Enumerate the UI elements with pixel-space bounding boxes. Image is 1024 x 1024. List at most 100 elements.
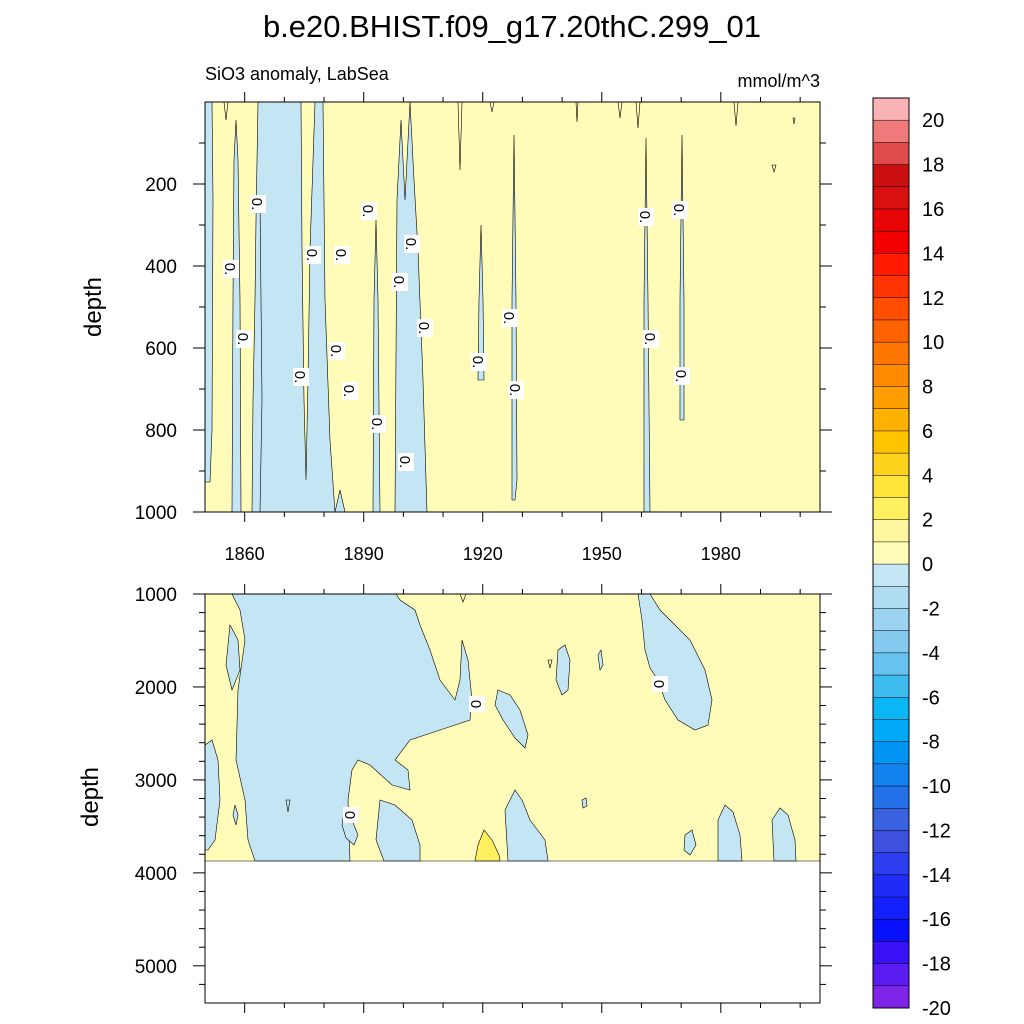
colorbar-swatch xyxy=(873,697,909,720)
svg-text:0.: 0. xyxy=(359,205,376,218)
colorbar-label: -18 xyxy=(922,954,951,976)
svg-text:0.: 0. xyxy=(402,238,419,251)
y-tick-label: 3000 xyxy=(135,771,177,792)
colorbar-swatch xyxy=(873,231,909,254)
colorbar-swatch xyxy=(873,941,909,965)
units-label: mmol/m^3 xyxy=(738,71,820,91)
colorbar-swatch xyxy=(873,430,909,454)
zero-contour xyxy=(223,102,229,121)
svg-text:0.: 0. xyxy=(415,322,432,335)
colorbar-swatch xyxy=(873,963,909,987)
colorbar-swatch xyxy=(873,386,909,410)
colorbar-swatch xyxy=(873,186,909,210)
negative-region xyxy=(494,689,529,749)
colorbar-frame xyxy=(872,97,910,1009)
negative-region xyxy=(372,219,381,512)
colorbar-swatch xyxy=(873,253,909,276)
colorbar-label: 2 xyxy=(922,510,933,532)
negative-region xyxy=(683,829,697,856)
colorbar-swatch xyxy=(873,741,909,765)
zero-contour xyxy=(575,102,579,123)
axis-ticks-lower: 1000 2000 3000 4000 5000 xyxy=(135,584,832,1013)
colorbar-label: -2 xyxy=(922,598,940,620)
x-tick-label: 1890 xyxy=(344,544,384,564)
contour-label: 0. xyxy=(234,330,252,348)
zero-contour xyxy=(771,164,777,174)
colorbar-label: -12 xyxy=(922,820,951,842)
svg-text:0: 0 xyxy=(650,680,667,688)
negative-anomaly-regions xyxy=(205,102,685,512)
svg-text:0.: 0. xyxy=(469,356,486,369)
svg-text:0.: 0. xyxy=(340,385,357,398)
svg-text:0.: 0. xyxy=(390,276,407,289)
colorbar-swatch xyxy=(873,608,909,632)
colorbar-swatch xyxy=(873,408,909,432)
colorbar-swatch xyxy=(873,985,909,1009)
svg-text:0.: 0. xyxy=(500,312,517,325)
colorbar-swatch xyxy=(873,453,909,476)
upper-panel: SiO3 anomaly, LabSea mmol/m^3 depth xyxy=(80,64,832,564)
colorbar-swatch xyxy=(873,120,909,143)
colorbar-swatch xyxy=(873,564,909,587)
colorbar-label: -14 xyxy=(922,865,951,887)
svg-text:0.: 0. xyxy=(332,249,349,262)
chart-subtitle: SiO3 anomaly, LabSea xyxy=(205,64,390,84)
zero-contour xyxy=(547,659,553,669)
zero-contour xyxy=(457,102,463,171)
svg-text:0.: 0. xyxy=(327,345,344,358)
colorbar-swatch xyxy=(873,208,909,232)
contour-label: 0. xyxy=(303,246,321,264)
colorbar-swatch xyxy=(873,297,909,321)
svg-text:0.: 0. xyxy=(221,263,238,276)
colorbar-swatch xyxy=(873,475,909,498)
colorbar-label: -8 xyxy=(922,732,940,754)
contour-label: 0. xyxy=(396,453,414,471)
colorbar-swatch xyxy=(873,364,909,387)
colorbar-swatch xyxy=(873,652,909,676)
svg-text:0.: 0. xyxy=(396,456,413,469)
y-axis-label-lower: depth xyxy=(77,767,104,827)
negative-region xyxy=(555,644,571,696)
svg-text:0.: 0. xyxy=(672,370,689,383)
svg-text:0.: 0. xyxy=(248,198,265,211)
contour-label: 0. xyxy=(390,273,408,291)
zero-contour xyxy=(285,799,291,813)
colorbar-label: 18 xyxy=(922,155,944,177)
svg-text:0.: 0. xyxy=(636,211,653,224)
colorbar-swatch xyxy=(873,852,909,876)
colorbar-swatch xyxy=(873,874,909,898)
y-tick-label: 1000 xyxy=(135,585,177,606)
colorbar-label: 4 xyxy=(922,465,933,487)
contour-label: 0. xyxy=(327,342,345,360)
colorbar-swatch xyxy=(873,675,909,698)
colorbar-label: -10 xyxy=(922,776,951,798)
colorbar: 20181614121086420-2-4-6-8-10-12-14-16-18… xyxy=(872,97,951,1020)
colorbar-label: 12 xyxy=(922,288,944,310)
contour-label: 0. xyxy=(340,382,358,400)
colorbar-swatch xyxy=(873,541,909,565)
x-tick-label: 1980 xyxy=(701,544,741,564)
svg-text:0.: 0. xyxy=(670,204,687,217)
chart-title: b.e20.BHIST.f09_g17.20thC.299_01 xyxy=(263,9,761,44)
contour-label: 0. xyxy=(506,381,524,399)
negative-region xyxy=(232,804,239,826)
colorbar-swatch xyxy=(873,630,909,654)
colorbar-label: 16 xyxy=(922,199,944,221)
contour-label: 0 xyxy=(341,807,359,823)
axis-ticks-upper: 1860 1890 1920 1950 1980 200 400 600 800 1000 xyxy=(135,92,832,564)
contour-label: 0. xyxy=(415,319,433,337)
y-tick-label: 2000 xyxy=(135,678,177,699)
contour-label: 0. xyxy=(291,368,309,386)
zero-contour xyxy=(489,102,495,113)
svg-text:0.: 0. xyxy=(506,384,523,397)
colorbar-swatch xyxy=(873,275,909,299)
colorbar-swatch xyxy=(873,142,909,165)
contour-label: 0. xyxy=(248,195,266,213)
y-tick-label: 200 xyxy=(145,175,177,196)
colorbar-swatch xyxy=(873,763,909,787)
negative-anomaly-regions xyxy=(205,594,797,862)
svg-text:0.: 0. xyxy=(641,333,658,346)
contour-label: 0. xyxy=(641,330,659,348)
y-tick-label: 800 xyxy=(145,421,177,442)
